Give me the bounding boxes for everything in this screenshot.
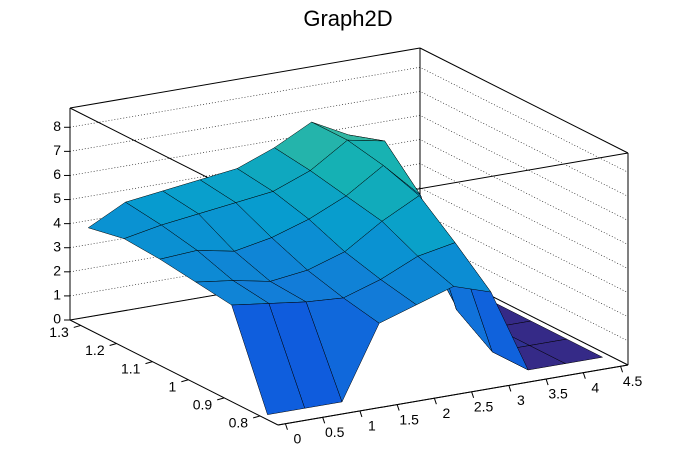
z-tick-label: 4 — [53, 214, 61, 230]
z-tick-label: 6 — [53, 166, 61, 182]
y-tick — [181, 379, 189, 383]
y-tick-label: 0.8 — [229, 415, 249, 431]
x-tick — [508, 385, 512, 392]
x-tick-label: 0.5 — [325, 424, 345, 440]
box-edge — [69, 319, 279, 426]
z-tick-label: 7 — [53, 142, 61, 158]
x-tick — [545, 378, 549, 386]
y-tick-label: 1.1 — [121, 360, 141, 376]
y-tick — [252, 415, 261, 419]
y-tick-label: 1.2 — [85, 342, 105, 358]
x-tick — [582, 372, 586, 379]
x-tick — [359, 410, 363, 418]
box-edge — [419, 47, 629, 154]
x-tick — [284, 423, 288, 430]
z-tick-label: 3 — [53, 238, 61, 254]
chart-title: Graph2D — [303, 6, 392, 31]
z-tick-label: 5 — [53, 190, 61, 206]
y-tick — [217, 397, 225, 401]
grid-line — [69, 211, 629, 318]
x-tick — [396, 404, 400, 411]
x-tick-label: 2 — [442, 405, 450, 421]
grid-line — [69, 66, 629, 173]
x-tick — [322, 417, 326, 424]
y-tick-label: 0.9 — [193, 397, 213, 413]
y-tick — [145, 361, 153, 365]
grid-line — [69, 163, 629, 269]
x-tick-label: 1.5 — [399, 411, 419, 427]
grid-line — [69, 187, 629, 293]
x-tick — [620, 366, 624, 373]
z-tick-label: 2 — [53, 263, 61, 279]
grid-line — [69, 139, 629, 245]
grid-line — [69, 91, 629, 197]
z-tick-label: 8 — [53, 118, 61, 134]
x-tick — [433, 398, 437, 405]
y-tick-label: 1.3 — [49, 324, 69, 340]
z-tick-label: 1 — [53, 287, 61, 303]
grid-line — [69, 235, 629, 342]
y-tick — [73, 324, 81, 328]
x-tick-label: 4 — [591, 379, 599, 395]
surface-cell — [231, 303, 305, 415]
x-tick-label: 4.5 — [623, 373, 643, 389]
box-edge — [277, 364, 629, 426]
x-tick-label: 3 — [517, 392, 525, 408]
x-tick-label: 2.5 — [474, 399, 494, 415]
x-tick-label: 1 — [368, 418, 376, 434]
y-tick — [109, 343, 117, 347]
x-tick — [471, 391, 475, 398]
box-edge — [69, 47, 421, 109]
x-tick-label: 0 — [294, 430, 302, 446]
grid-line — [69, 115, 629, 221]
x-tick-label: 3.5 — [548, 386, 568, 402]
y-tick-label: 1 — [169, 378, 177, 394]
z-tick-label: 0 — [53, 311, 61, 327]
